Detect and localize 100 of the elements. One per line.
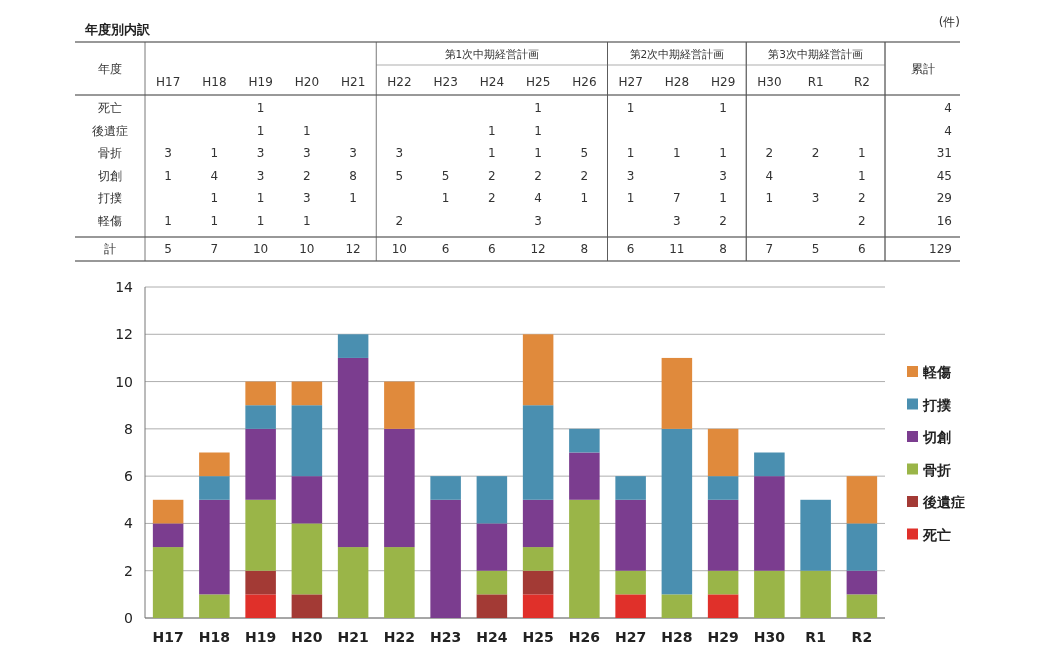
data-label: 3	[395, 146, 404, 160]
data-label: 1	[765, 191, 774, 205]
text: (件)	[938, 15, 960, 29]
text: 7	[210, 242, 219, 256]
bar	[707, 570, 739, 595]
x-tick-label: H29	[707, 629, 739, 645]
data-label: 2	[858, 191, 866, 205]
text: 6	[858, 242, 866, 256]
text: 31	[936, 146, 952, 160]
bar	[245, 428, 276, 500]
bar	[291, 476, 323, 524]
data-label: 1	[626, 191, 635, 205]
data-label: 3	[534, 213, 542, 228]
text: 第2次中期経営計画	[629, 48, 725, 60]
data-label: 4	[765, 168, 774, 183]
data-label: 1	[719, 146, 727, 160]
category-label: H19	[248, 75, 273, 89]
x-tick-label: H27	[615, 629, 647, 645]
bar	[291, 594, 323, 618]
x-tick-label: H28	[661, 629, 693, 645]
legend-label: 骨折	[923, 461, 951, 478]
x-tick-label: H25	[522, 629, 554, 645]
data-label: 2	[488, 191, 496, 205]
text: 後遺症	[92, 123, 128, 138]
bar	[754, 476, 785, 571]
bar	[152, 547, 184, 618]
text: 第1次中期経営計画	[444, 48, 540, 60]
text: 切創	[98, 168, 122, 183]
x-tick-label: H21	[337, 629, 369, 645]
legend-label: 後遺症	[922, 494, 965, 510]
bar	[476, 594, 508, 618]
data-label: 3	[303, 191, 311, 205]
data-label: 1	[858, 146, 866, 160]
data-label: 3	[719, 168, 727, 183]
category-label: H27	[618, 75, 643, 89]
bar	[476, 523, 508, 571]
data-label: 2	[580, 168, 589, 183]
category-label: H18	[202, 75, 227, 89]
category-label: H23	[433, 75, 458, 89]
text: 11	[669, 242, 685, 256]
bar	[707, 594, 739, 618]
data-label: 2	[858, 213, 866, 228]
data-label: 1	[626, 101, 635, 115]
bar	[800, 499, 831, 571]
bar	[846, 570, 878, 595]
category-label: H21	[340, 75, 366, 89]
bar	[152, 499, 184, 524]
legend-label: 切創	[922, 429, 951, 445]
data-label: 3	[673, 213, 681, 228]
bar	[291, 381, 323, 406]
x-tick-label: H19	[245, 629, 277, 645]
chart-title: 年度別内訳	[84, 22, 151, 37]
data-label: 1	[534, 146, 542, 160]
data-label: 1	[210, 191, 219, 205]
data-label: 5	[395, 168, 404, 183]
bar	[707, 476, 739, 500]
data-label: 1	[349, 191, 357, 205]
text: 計	[104, 242, 116, 256]
bar	[661, 594, 693, 618]
category-label: H17	[155, 75, 181, 89]
y-tick-label: 12	[115, 326, 133, 343]
text: 29	[936, 191, 952, 205]
text: 10	[252, 242, 269, 256]
y-tick-label: 8	[124, 420, 133, 437]
bar	[569, 428, 600, 453]
x-tick-label: H23	[430, 629, 462, 645]
category-label: H29	[710, 75, 736, 89]
text: 5	[811, 242, 820, 256]
legend-label: 軽傷	[922, 364, 951, 380]
data-label: 1	[256, 123, 265, 138]
data-label: 1	[210, 213, 219, 228]
bar	[384, 381, 415, 429]
bar	[522, 594, 554, 618]
data-label: 3	[626, 168, 635, 183]
bar	[615, 570, 646, 595]
bar	[707, 428, 739, 477]
data-label: 1	[858, 168, 866, 183]
data-label: 5	[580, 146, 589, 160]
bar	[846, 476, 878, 524]
data-label: 3	[256, 168, 265, 183]
x-tick-label: H20	[291, 629, 323, 645]
text: 10	[391, 242, 408, 256]
data-label: 1	[256, 101, 265, 115]
text: 8	[580, 242, 589, 256]
bar	[430, 476, 461, 500]
bar	[384, 547, 415, 618]
category-label: H20	[294, 75, 320, 89]
bar	[245, 594, 276, 618]
data-label: 2	[765, 146, 774, 160]
bar	[754, 452, 785, 477]
x-tick-label: H26	[568, 629, 600, 645]
category-label: H26	[572, 75, 597, 89]
text: 累計	[910, 62, 935, 76]
data-label: 2	[395, 213, 404, 228]
bar	[522, 499, 554, 548]
text: 5	[164, 242, 172, 256]
bar	[522, 547, 554, 571]
text: 129	[929, 242, 952, 256]
data-label: 3	[303, 146, 311, 160]
x-tick-label: H22	[383, 629, 415, 645]
